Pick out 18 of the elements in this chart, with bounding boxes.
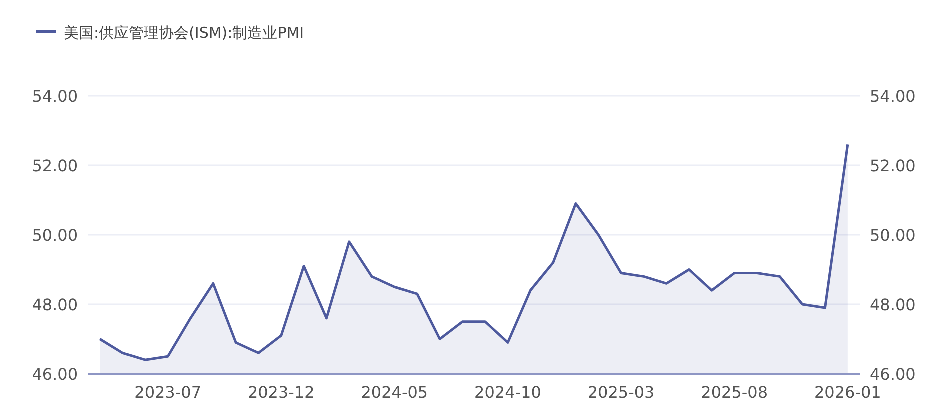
x-tick-label: 2025-08 bbox=[701, 383, 768, 402]
y-tick-label: 50.00 bbox=[32, 226, 78, 245]
y2-tick-label: 54.00 bbox=[870, 87, 916, 106]
x-tick-label: 2024-10 bbox=[474, 383, 542, 402]
y2-tick-label: 46.00 bbox=[870, 365, 916, 384]
y2-tick-label: 48.00 bbox=[870, 296, 916, 314]
y2-tick-label: 52.00 bbox=[870, 156, 916, 176]
y-tick-label: 52.00 bbox=[32, 156, 78, 176]
legend-label: 美国:供应管理协会(ISM):制造业PMI bbox=[64, 24, 304, 42]
x-tick-label: 2023-12 bbox=[248, 383, 315, 402]
y-tick-label: 46.00 bbox=[32, 365, 78, 384]
y-tick-label: 48.00 bbox=[32, 296, 78, 314]
x-tick-label: 2023-07 bbox=[134, 383, 202, 402]
y-tick-label: 54.00 bbox=[32, 87, 78, 106]
x-tick-label: 2024-05 bbox=[361, 383, 428, 402]
x-tick-label: 2026-01 bbox=[814, 383, 882, 402]
x-tick-label: 2025-03 bbox=[588, 383, 655, 402]
y2-tick-label: 50.00 bbox=[870, 226, 916, 245]
